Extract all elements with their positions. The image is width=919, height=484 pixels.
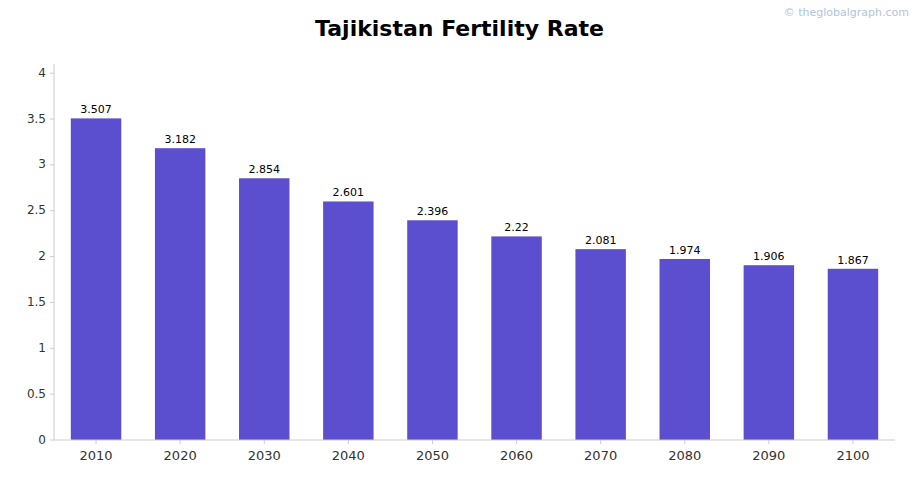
data-label: 2.396 bbox=[417, 205, 449, 218]
data-label: 2.854 bbox=[249, 163, 281, 176]
x-tick-label: 2010 bbox=[80, 448, 113, 463]
y-tick bbox=[50, 210, 54, 211]
y-tick-label: 1.5 bbox=[27, 295, 46, 309]
y-tick-label: 4 bbox=[38, 66, 46, 80]
y-tick bbox=[50, 164, 54, 165]
y-tick bbox=[50, 394, 54, 395]
y-tick-label: 2 bbox=[38, 249, 46, 263]
data-label: 2.22 bbox=[504, 221, 529, 234]
data-labels: 3.507 3.182 2.854 2.601 2.396 2.22 2.081 1.974 1… bbox=[80, 103, 868, 266]
title: Tajikistan Fertility Rate bbox=[315, 16, 604, 41]
bar bbox=[155, 148, 205, 440]
x-tick bbox=[264, 440, 265, 444]
y-tick bbox=[50, 302, 54, 303]
x-tick-label: 2040 bbox=[332, 448, 365, 463]
x-tick-label: 2090 bbox=[752, 448, 785, 463]
x-tick bbox=[348, 440, 349, 444]
x-tick bbox=[852, 440, 853, 444]
x-tick-label: 2070 bbox=[584, 448, 617, 463]
x-tick-label: 2080 bbox=[668, 448, 701, 463]
x-tick bbox=[180, 440, 181, 444]
bars bbox=[71, 118, 878, 440]
data-label: 2.081 bbox=[585, 234, 617, 247]
x-tick bbox=[768, 440, 769, 444]
y-tick-label: 3.5 bbox=[27, 112, 46, 126]
data-label: 2.601 bbox=[333, 186, 365, 199]
y-tick-label: 0 bbox=[38, 433, 46, 447]
bar bbox=[323, 201, 373, 440]
x-tick-label: 2050 bbox=[416, 448, 449, 463]
x-tick-label: 2100 bbox=[836, 448, 869, 463]
data-label: 3.182 bbox=[164, 133, 196, 146]
x-tick bbox=[96, 440, 97, 444]
y-tick bbox=[50, 73, 54, 74]
y-tick bbox=[50, 348, 54, 349]
y-tick-label: 1 bbox=[38, 341, 46, 355]
data-label: 1.867 bbox=[837, 254, 869, 267]
y-axis-line bbox=[54, 64, 55, 440]
x-tick-label: 2060 bbox=[500, 448, 533, 463]
y-tick-label: 0.5 bbox=[27, 387, 46, 401]
x-tick bbox=[684, 440, 685, 444]
bar bbox=[828, 269, 878, 440]
chart-container: Tajikistan Fertility Rate © theglobalgrap… bbox=[0, 0, 919, 484]
x-tick bbox=[516, 440, 517, 444]
bar bbox=[660, 259, 710, 440]
x-tick bbox=[432, 440, 433, 444]
data-label: 1.906 bbox=[753, 250, 785, 263]
x-tick-label: 2020 bbox=[164, 448, 197, 463]
x-axis: 2010 2020 2030 2040 2050 2060 2070 2080 2090 2100 bbox=[54, 440, 895, 463]
bar bbox=[575, 249, 625, 440]
y-tick-label: 3 bbox=[38, 157, 46, 171]
bar bbox=[71, 118, 121, 440]
background bbox=[0, 0, 919, 484]
bar bbox=[491, 236, 541, 440]
x-tick-label: 2030 bbox=[248, 448, 281, 463]
y-tick bbox=[50, 256, 54, 257]
y-tick bbox=[50, 119, 54, 120]
data-label: 3.507 bbox=[80, 103, 112, 116]
bar bbox=[744, 265, 794, 440]
watermark: © theglobalgraph.com bbox=[784, 6, 909, 19]
y-tick bbox=[50, 440, 54, 441]
y-axis: 0 0.5 1 1.5 2 2.5 3 3.5 4 bbox=[27, 66, 54, 447]
x-tick bbox=[600, 440, 601, 444]
bar bbox=[239, 178, 289, 440]
y-tick-label: 2.5 bbox=[27, 203, 46, 217]
data-label: 1.974 bbox=[669, 244, 701, 257]
chart-svg: Tajikistan Fertility Rate © theglobalgrap… bbox=[0, 0, 919, 484]
bar bbox=[407, 220, 457, 440]
